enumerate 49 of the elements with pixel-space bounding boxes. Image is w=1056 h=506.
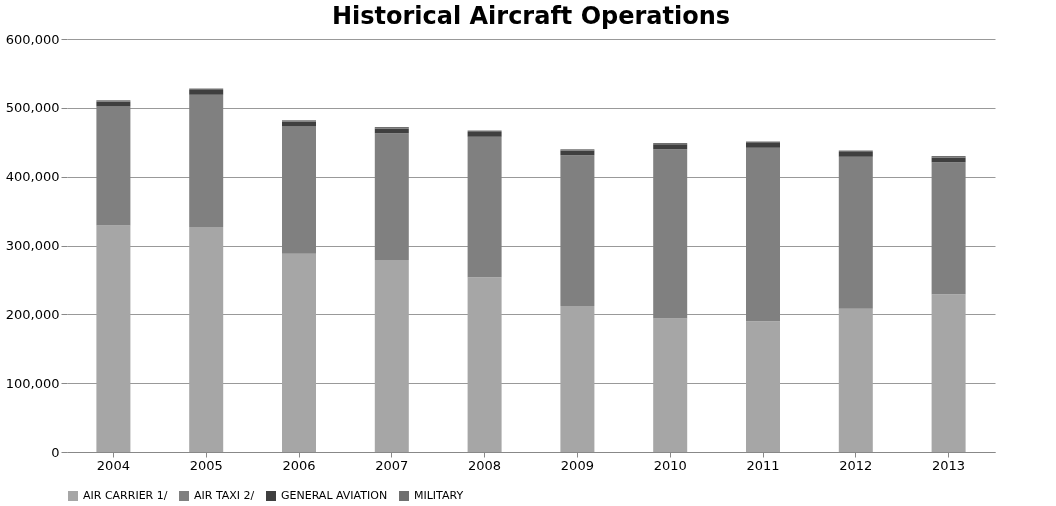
bar xyxy=(653,149,688,319)
y-tick-label: 100,000 xyxy=(5,375,60,391)
chart-title: Historical Aircraft Operations xyxy=(331,2,731,30)
bar xyxy=(746,321,780,452)
y-tick-label: 200,000 xyxy=(5,306,60,322)
x-tick-label: 2009 xyxy=(560,457,594,473)
bar xyxy=(838,156,873,309)
legend-label: GENERAL AVIATION xyxy=(281,489,388,502)
bar xyxy=(746,147,780,322)
legend-label: AIR TAXI 2/ xyxy=(194,489,255,502)
y-tick-label: 500,000 xyxy=(5,100,60,116)
legend-label: AIR CARRIER 1/ xyxy=(83,489,168,502)
bar xyxy=(374,128,409,134)
bar xyxy=(931,294,966,452)
bar xyxy=(467,131,502,137)
x-tick-label: 2006 xyxy=(282,457,316,473)
bar xyxy=(467,277,502,452)
bar xyxy=(282,253,316,452)
x-tick-label: 2012 xyxy=(839,457,873,473)
x-tick-label: 2011 xyxy=(746,457,780,473)
bar xyxy=(374,133,409,260)
bar xyxy=(746,142,780,148)
bar xyxy=(838,308,873,452)
bar xyxy=(931,162,966,295)
legend-label: MILITARY xyxy=(414,489,464,502)
bar xyxy=(931,157,966,163)
x-tick-label: 2004 xyxy=(96,457,130,473)
bar xyxy=(189,94,224,227)
bar xyxy=(96,106,131,226)
x-tick-label: 2007 xyxy=(375,457,409,473)
bar xyxy=(838,151,873,157)
bar xyxy=(653,144,688,150)
y-tick-label: 600,000 xyxy=(5,31,60,47)
x-tick-label: 2008 xyxy=(468,457,502,473)
bar xyxy=(653,318,688,452)
bar xyxy=(96,225,131,452)
y-tick-label: 400,000 xyxy=(5,169,60,185)
bar xyxy=(467,136,502,278)
bar xyxy=(560,306,595,452)
bar xyxy=(560,155,595,307)
x-tick-label: 2010 xyxy=(653,457,687,473)
x-tick-label: 2013 xyxy=(932,457,966,473)
bar xyxy=(282,126,316,254)
bar xyxy=(374,259,409,452)
x-tick-label: 2005 xyxy=(189,457,223,473)
bar xyxy=(189,226,224,452)
bar xyxy=(189,89,224,95)
y-tick-label: 300,000 xyxy=(5,238,60,253)
y-tick-label: 0 xyxy=(51,444,60,460)
